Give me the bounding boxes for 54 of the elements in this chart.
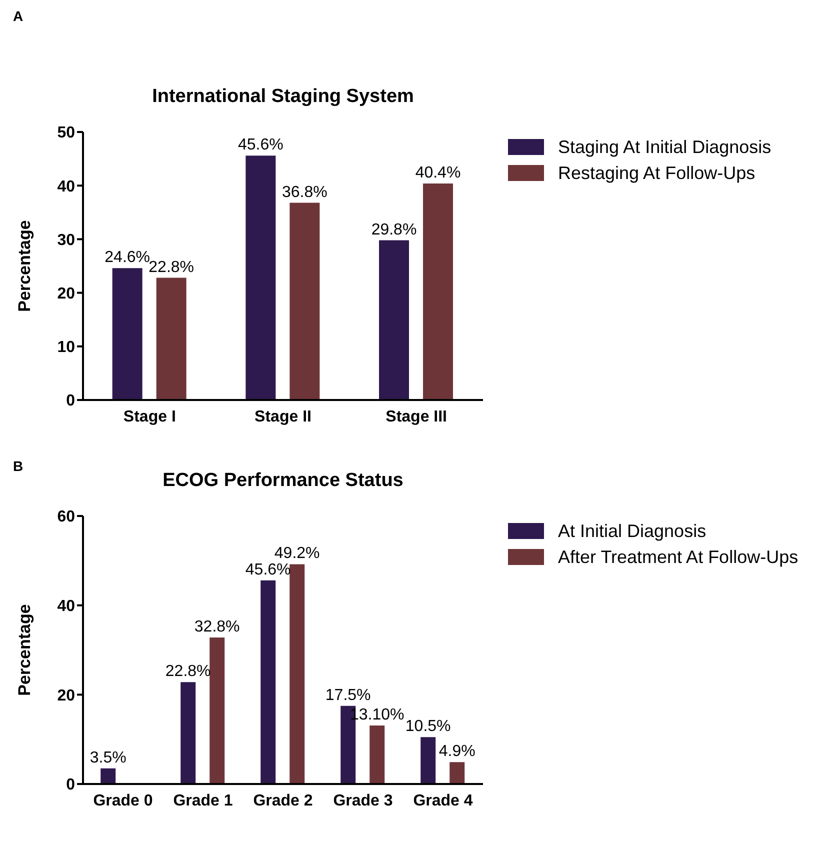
legend-label: Staging At Initial Diagnosis [558,136,772,159]
data-label: 49.2% [274,545,320,562]
bar [112,268,142,400]
data-label: 29.8% [371,221,417,238]
bar [420,737,436,784]
bar [290,564,305,784]
x-tick-label: Stage II [254,408,312,426]
bar [210,637,225,784]
data-label: 45.6% [238,136,284,154]
x-tick-label: Stage I [123,408,176,426]
bar [290,202,320,400]
data-label: 40.4% [415,164,461,182]
data-label: 36.8% [282,184,328,201]
x-tick-label: Grade 4 [413,792,473,810]
y-tick-label: 0 [66,392,76,410]
x-tick-label: Stage III [386,408,448,426]
data-label: 32.8% [194,618,240,636]
data-label: 3.5% [90,749,126,766]
y-tick-label: 10 [57,339,76,356]
y-tick-label: 20 [57,285,76,302]
data-label: 24.6% [104,249,150,266]
legend-label: At Initial Diagnosis [558,520,706,543]
bar [246,156,276,400]
y-tick-label: 20 [57,687,76,704]
text: B [13,458,24,474]
x-tick-label: Grade 2 [253,792,313,810]
data-label: 17.5% [325,686,371,704]
chart-title: International Staging System [151,86,415,108]
x-tick-label: Grade 3 [333,792,393,810]
y-tick-label: 50 [57,124,76,142]
bar [450,762,465,784]
y-tick-label: 0 [66,776,76,794]
chart-title: ECOG Performance Status [162,470,404,492]
data-label: 4.9% [438,743,476,760]
y-axis-title: Percentage [15,604,34,696]
legend-label: Restaging At Follow-Ups [558,162,756,185]
bar [180,682,196,784]
y-tick-label: 40 [57,178,76,196]
x-tick-label: Grade 1 [173,792,233,810]
legend-label: After Treatment At Follow-Ups [558,546,798,569]
y-axis-title: Percentage [15,220,34,312]
data-label: 22.8% [148,258,194,276]
y-tick-label: 30 [57,232,76,249]
bar [379,240,409,400]
bar [100,768,116,784]
bar [260,580,276,784]
data-label: 10.5% [405,718,451,736]
bar [156,278,186,400]
bar [423,183,453,400]
text: A [13,8,24,24]
bar [370,725,385,784]
y-tick-label: 40 [57,598,76,616]
y-tick-label: 60 [57,508,76,526]
x-tick-label: Grade 0 [93,792,153,810]
